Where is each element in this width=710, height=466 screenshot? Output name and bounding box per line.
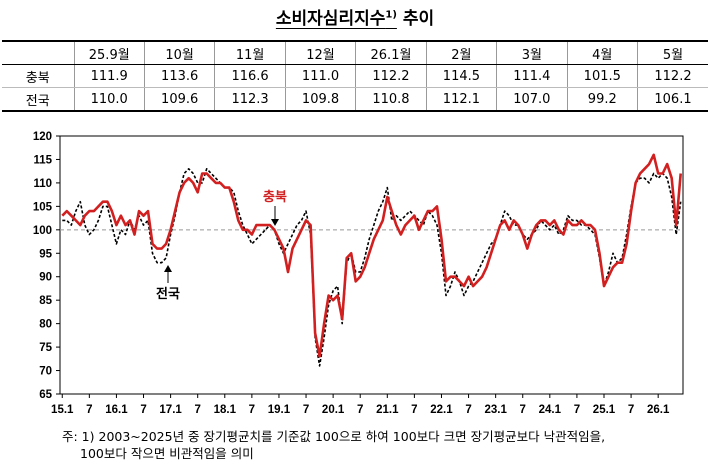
series-line-chungbuk <box>61 153 682 358</box>
footnote-line-1: 주: 1) 2003~2025년 중 장기평균치를 기준값 100으로 하여 1… <box>62 429 606 444</box>
line-chart: 65 70 75 80 85 90 95 100 105 110 115 120 15.1 7 16.1 7… <box>33 131 684 416</box>
x-tick-label: 25.1 <box>593 404 616 416</box>
annotation-chungbuk: 충북 <box>263 189 287 205</box>
table-cell: 116.6 <box>214 64 286 88</box>
annotation-arrowhead-national <box>164 265 172 272</box>
y-tick-label: 105 <box>33 201 53 213</box>
table-row: 충북 111.9 113.6 116.6 111.0 112.2 114.5 1… <box>2 64 708 88</box>
table-header-cell: 26.1월 <box>355 40 427 65</box>
table-row: 전국 110.0 109.6 112.3 109.8 110.8 112.1 1… <box>2 87 708 112</box>
table-cell: 112.3 <box>214 87 286 112</box>
x-tick-label: 20.1 <box>322 404 345 416</box>
x-tick-label: 19.1 <box>268 404 291 416</box>
footnote: 주: 1) 2003~2025년 중 장기평균치를 기준값 100으로 하여 1… <box>62 428 702 462</box>
y-tick-label: 100 <box>33 225 52 237</box>
table-cell: 99.2 <box>566 87 638 112</box>
footnote-line-2: 100보다 작으면 비관적임을 의미 <box>80 446 254 461</box>
y-axis: 65 70 75 80 85 90 95 100 105 110 115 120 <box>33 131 60 401</box>
title-text: 소비자심리지수1) <box>275 9 397 29</box>
y-tick-label: 65 <box>39 389 52 401</box>
x-axis: 15.1 7 16.1 7 17.1 7 18.1 7 19.1 7 20.1 7 21.1 7 22.1 7… <box>51 394 670 416</box>
x-tick-label: 26.1 <box>647 404 670 416</box>
title-suffix: 추이 <box>402 9 435 29</box>
x-tick-label: 15.1 <box>51 404 74 416</box>
table-cell: 110.0 <box>73 87 145 112</box>
x-tick-label: 22.1 <box>430 404 453 416</box>
series-line-national <box>62 167 682 367</box>
x-tick-label: 7 <box>574 404 580 416</box>
x-tick-label: 24.1 <box>539 404 562 416</box>
table-cell: 107.0 <box>496 87 568 112</box>
table-cell: 106.1 <box>637 87 708 112</box>
y-tick-label: 95 <box>39 248 52 260</box>
table-cell: 109.8 <box>284 87 356 112</box>
plot-area <box>59 135 684 395</box>
table-cell: 111.4 <box>496 64 568 88</box>
table-header-cell: 2월 <box>425 40 497 65</box>
table-cell: 111.9 <box>73 64 145 88</box>
y-tick-label: 85 <box>39 295 52 307</box>
x-tick-label: 23.1 <box>484 404 507 416</box>
x-tick-label: 7 <box>520 404 526 416</box>
chart-title: 소비자심리지수1) 추이 <box>0 4 710 29</box>
y-tick-label: 110 <box>33 178 52 190</box>
x-tick-label: 16.1 <box>105 404 128 416</box>
y-tick-label: 90 <box>39 272 52 284</box>
x-tick-label: 18.1 <box>214 404 237 416</box>
table-cell: 110.8 <box>355 87 427 112</box>
x-tick-label: 7 <box>140 404 146 416</box>
table-header-cell: 12월 <box>284 40 356 65</box>
x-tick-label: 7 <box>628 404 634 416</box>
index-table: 25.9월 10월 11월 12월 26.1월 2월 3월 4월 5월 충북 1… <box>2 40 708 112</box>
y-tick-label: 75 <box>39 342 52 354</box>
title-footnote-marker: 1) <box>385 9 397 21</box>
table-header-row: 25.9월 10월 11월 12월 26.1월 2월 3월 4월 5월 <box>2 40 708 65</box>
table-cell: 112.2 <box>355 64 427 88</box>
x-tick-label: 17.1 <box>159 404 182 416</box>
y-tick-label: 80 <box>39 319 52 331</box>
table-header-cell: 11월 <box>214 40 286 65</box>
table-header-cell: 5월 <box>637 40 708 65</box>
y-tick-label: 115 <box>33 154 52 166</box>
table-cell: 113.6 <box>143 64 215 88</box>
table-cell: 112.2 <box>637 64 708 88</box>
table-header-cell: 10월 <box>143 40 215 65</box>
plot-frame <box>59 135 684 395</box>
y-tick-label: 70 <box>39 366 52 378</box>
table-header-cell: 3월 <box>496 40 568 65</box>
x-tick-label: 7 <box>249 404 255 416</box>
x-tick-label: 7 <box>465 404 471 416</box>
table-header-cell: 4월 <box>566 40 638 65</box>
y-tick-label: 120 <box>33 131 52 143</box>
row-label: 전국 <box>2 87 74 112</box>
annotation-national: 전국 <box>156 286 180 302</box>
x-tick-label: 7 <box>86 404 92 416</box>
table-cell: 112.1 <box>425 87 497 112</box>
x-tick-label: 7 <box>411 404 417 416</box>
table-cell: 111.0 <box>284 64 356 88</box>
table-cell: 114.5 <box>425 64 497 88</box>
x-tick-label: 21.1 <box>376 404 399 416</box>
annotation-arrowhead-chungbuk <box>271 219 279 226</box>
table-header-cell <box>2 40 74 65</box>
table-cell: 101.5 <box>566 64 638 88</box>
table-header-cell: 25.9월 <box>73 40 145 65</box>
table-cell: 109.6 <box>143 87 215 112</box>
row-label: 충북 <box>2 64 74 88</box>
x-tick-label: 7 <box>194 404 200 416</box>
x-tick-label: 7 <box>303 404 309 416</box>
x-tick-label: 7 <box>357 404 363 416</box>
